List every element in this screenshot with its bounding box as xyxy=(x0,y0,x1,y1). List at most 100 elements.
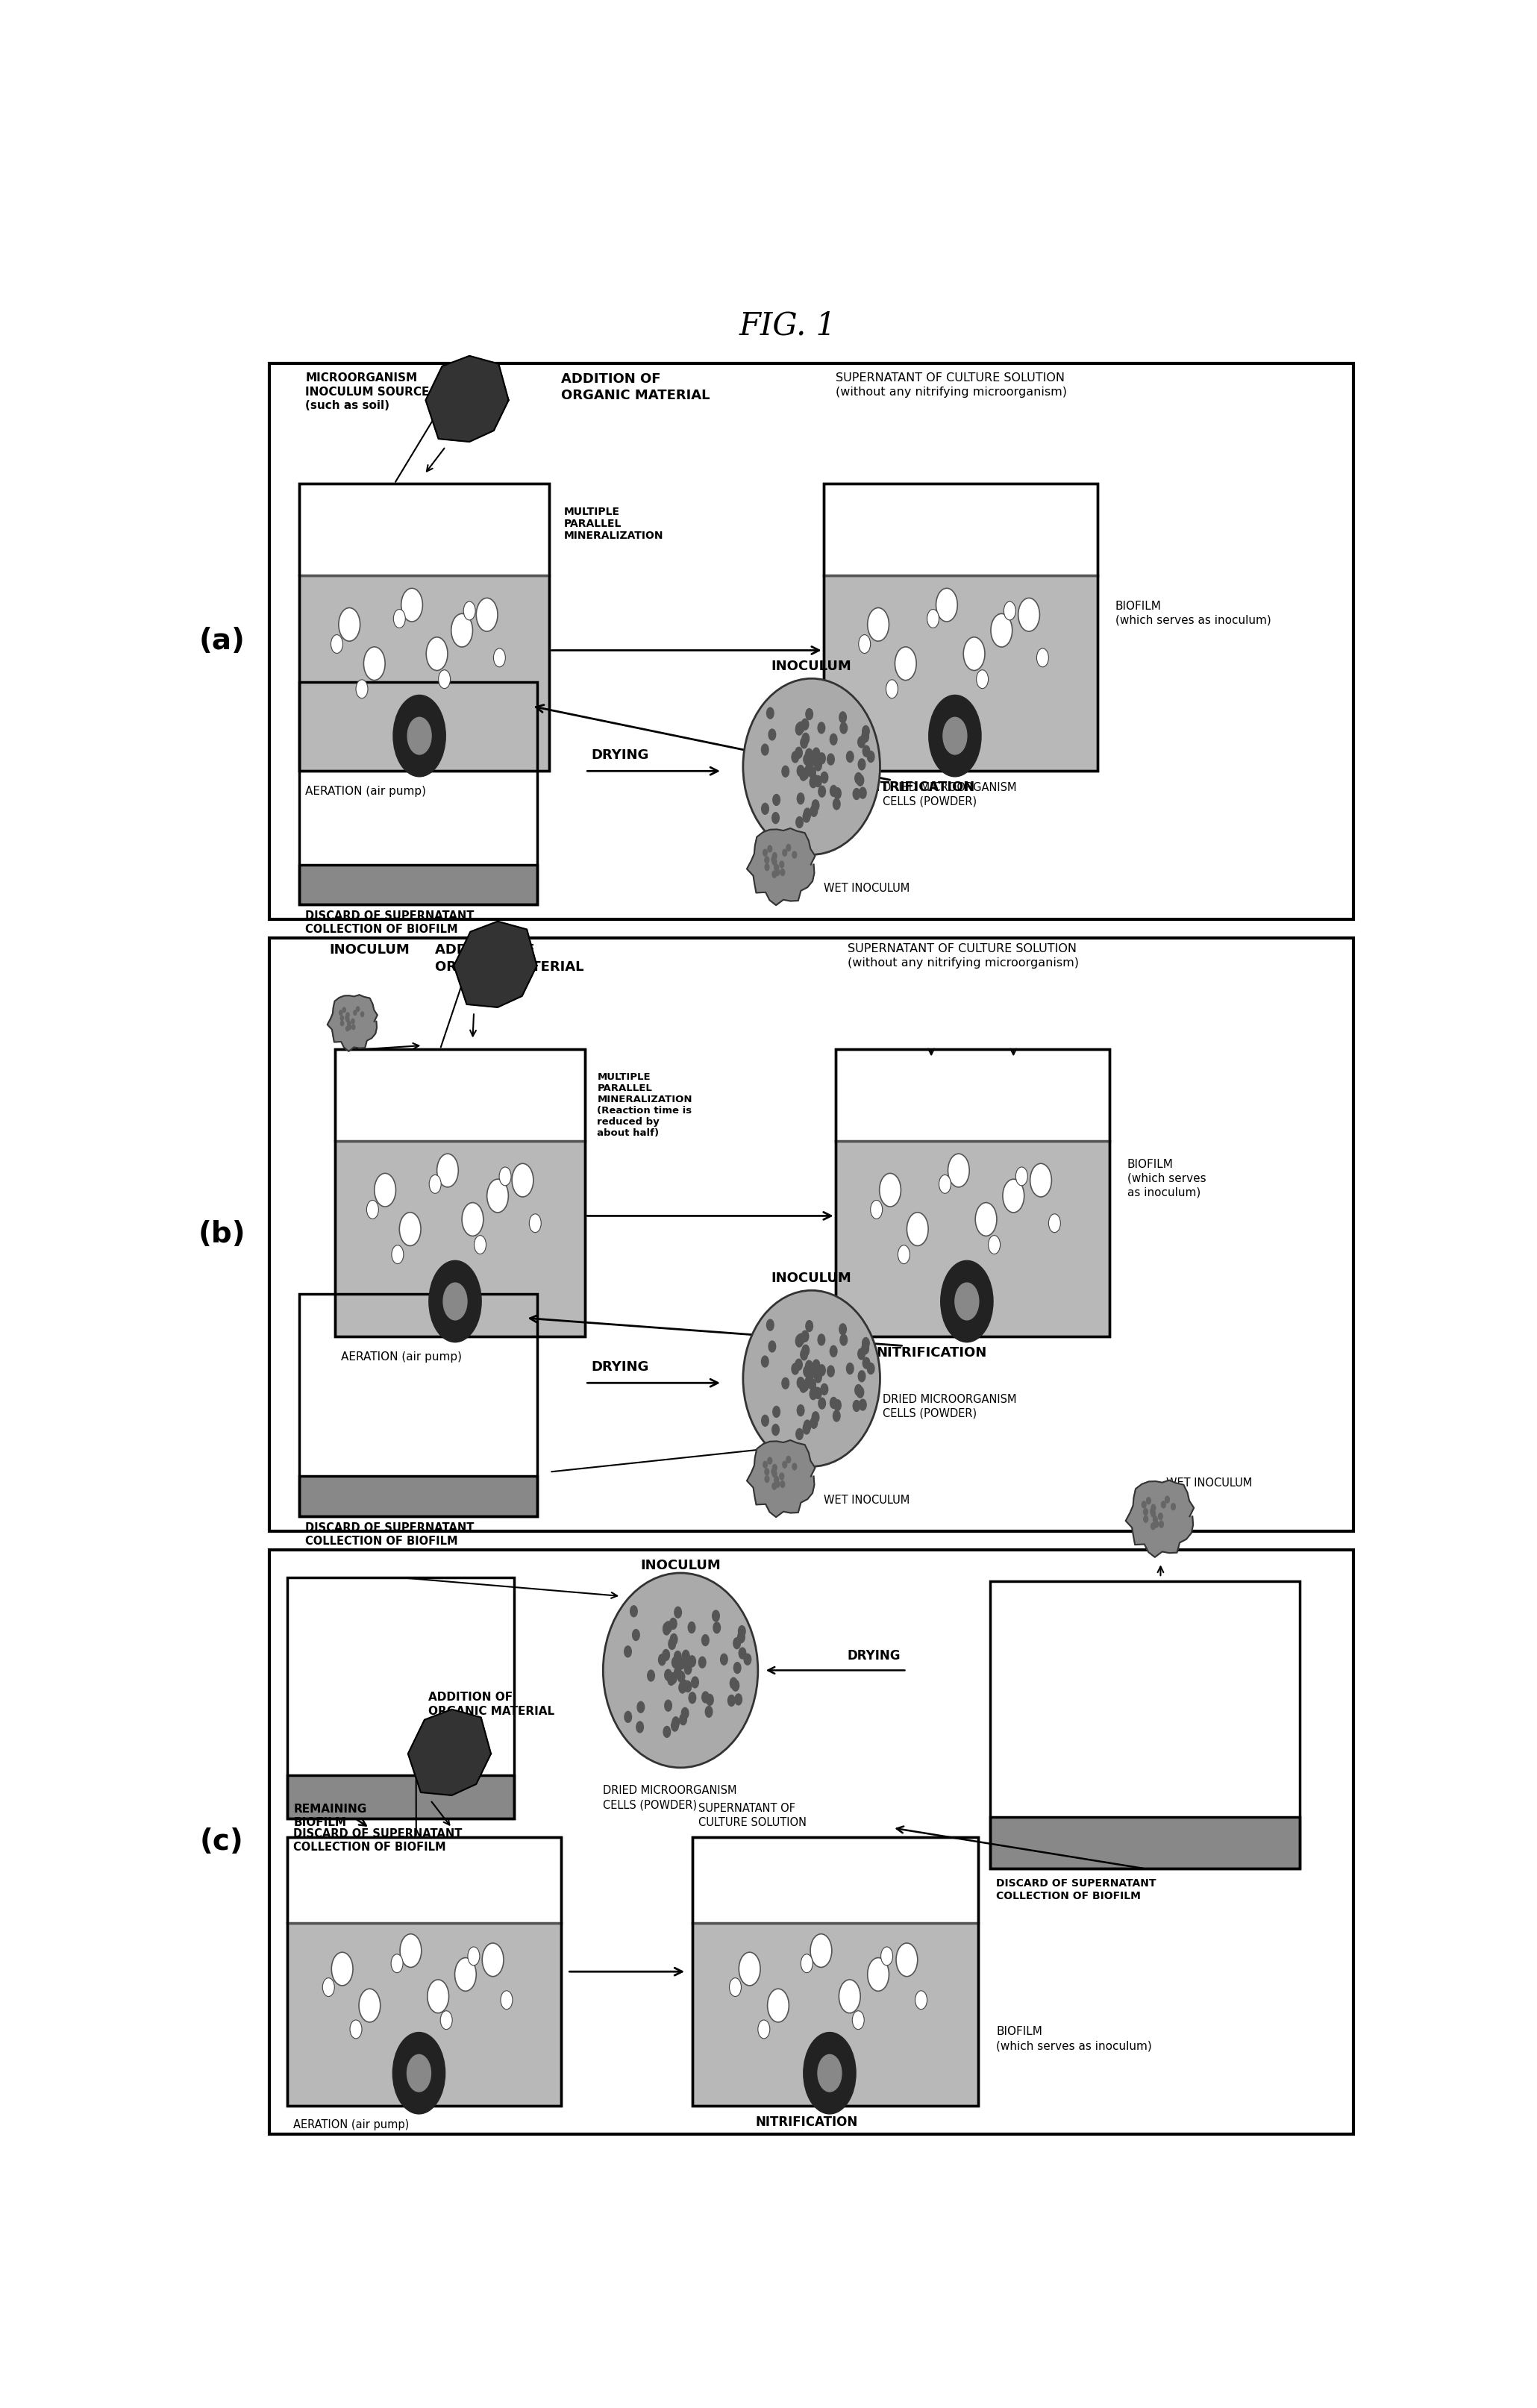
Circle shape xyxy=(346,1014,349,1019)
Circle shape xyxy=(767,708,773,718)
Circle shape xyxy=(443,1283,467,1320)
Circle shape xyxy=(768,730,776,739)
Circle shape xyxy=(632,1630,639,1640)
Circle shape xyxy=(867,607,888,641)
Bar xyxy=(824,576,1097,771)
Circle shape xyxy=(662,1623,670,1635)
Circle shape xyxy=(782,1377,788,1389)
Text: SUPERNATANT OF
CULTURE SOLUTION: SUPERNATANT OF CULTURE SOLUTION xyxy=(698,1804,807,1828)
Circle shape xyxy=(858,759,865,771)
Circle shape xyxy=(907,1211,928,1245)
Bar xyxy=(990,1582,1300,1869)
Circle shape xyxy=(678,1659,686,1669)
Circle shape xyxy=(818,1397,825,1409)
Text: AERATION (air pump): AERATION (air pump) xyxy=(341,1351,463,1363)
Circle shape xyxy=(855,773,862,785)
Circle shape xyxy=(682,1649,690,1662)
Circle shape xyxy=(761,1416,768,1426)
Circle shape xyxy=(352,1019,355,1023)
Circle shape xyxy=(833,1411,841,1421)
Circle shape xyxy=(400,1211,421,1245)
Circle shape xyxy=(801,1955,813,1972)
Bar xyxy=(300,1476,538,1517)
Circle shape xyxy=(352,1026,355,1031)
Circle shape xyxy=(805,1368,813,1380)
Circle shape xyxy=(624,1647,632,1657)
Circle shape xyxy=(672,1719,678,1731)
Circle shape xyxy=(804,754,810,766)
Circle shape xyxy=(841,1334,847,1346)
Circle shape xyxy=(796,1334,802,1346)
Bar xyxy=(692,1924,978,2107)
Circle shape xyxy=(679,1681,686,1693)
Circle shape xyxy=(810,778,816,787)
Circle shape xyxy=(881,1946,893,1965)
Circle shape xyxy=(438,669,450,689)
Text: INOCULUM: INOCULUM xyxy=(772,1271,851,1283)
Circle shape xyxy=(692,1676,699,1688)
Bar xyxy=(692,1837,978,2107)
Circle shape xyxy=(801,720,808,730)
Circle shape xyxy=(853,787,861,799)
Polygon shape xyxy=(1125,1481,1194,1558)
Circle shape xyxy=(858,1370,865,1382)
Circle shape xyxy=(730,1977,741,1996)
Circle shape xyxy=(862,732,868,742)
Circle shape xyxy=(762,1462,767,1469)
Circle shape xyxy=(798,792,804,804)
Circle shape xyxy=(855,1385,862,1397)
Bar xyxy=(824,484,1097,576)
Circle shape xyxy=(805,763,813,775)
Circle shape xyxy=(818,754,825,763)
Circle shape xyxy=(730,1678,738,1688)
Circle shape xyxy=(936,588,958,621)
Circle shape xyxy=(346,1016,349,1021)
Circle shape xyxy=(815,1387,822,1399)
Circle shape xyxy=(681,1707,689,1719)
Circle shape xyxy=(689,1693,696,1702)
Circle shape xyxy=(357,1007,360,1011)
Circle shape xyxy=(870,1199,882,1218)
Circle shape xyxy=(795,1358,802,1370)
Bar xyxy=(335,1050,586,1141)
Circle shape xyxy=(393,2032,446,2114)
Circle shape xyxy=(1030,1163,1051,1197)
Circle shape xyxy=(782,766,788,778)
Circle shape xyxy=(675,1666,681,1678)
Circle shape xyxy=(1171,1503,1176,1510)
Circle shape xyxy=(801,768,808,780)
Bar xyxy=(300,1293,538,1517)
Circle shape xyxy=(475,1235,486,1255)
Circle shape xyxy=(699,1657,705,1669)
Circle shape xyxy=(813,1361,819,1370)
Circle shape xyxy=(689,1623,695,1633)
Circle shape xyxy=(805,1365,813,1377)
Circle shape xyxy=(802,1423,810,1435)
Circle shape xyxy=(340,1016,344,1021)
Circle shape xyxy=(782,850,787,855)
Circle shape xyxy=(805,756,813,768)
Circle shape xyxy=(670,1633,678,1645)
Circle shape xyxy=(669,1637,676,1649)
Circle shape xyxy=(1162,1500,1165,1507)
Circle shape xyxy=(798,766,804,775)
Circle shape xyxy=(812,1411,819,1423)
Circle shape xyxy=(346,1026,349,1031)
Circle shape xyxy=(672,1657,679,1669)
Circle shape xyxy=(830,1346,838,1356)
Bar xyxy=(287,1775,513,1818)
Text: SUPERNATANT OF CULTURE SOLUTION
(without any nitrifying microorganism): SUPERNATANT OF CULTURE SOLUTION (without… xyxy=(847,944,1079,968)
Bar xyxy=(287,1924,561,2107)
Circle shape xyxy=(684,1664,692,1674)
Circle shape xyxy=(813,1363,821,1373)
Circle shape xyxy=(927,609,939,628)
Bar xyxy=(300,681,538,905)
Circle shape xyxy=(1150,1507,1154,1515)
Circle shape xyxy=(1144,1507,1148,1515)
Circle shape xyxy=(773,1471,776,1476)
Text: ADDITION OF
ORGANIC MATERIAL: ADDITION OF ORGANIC MATERIAL xyxy=(561,373,710,402)
Bar xyxy=(269,364,1354,920)
Circle shape xyxy=(830,785,838,797)
Circle shape xyxy=(821,1385,828,1394)
Circle shape xyxy=(976,669,988,689)
